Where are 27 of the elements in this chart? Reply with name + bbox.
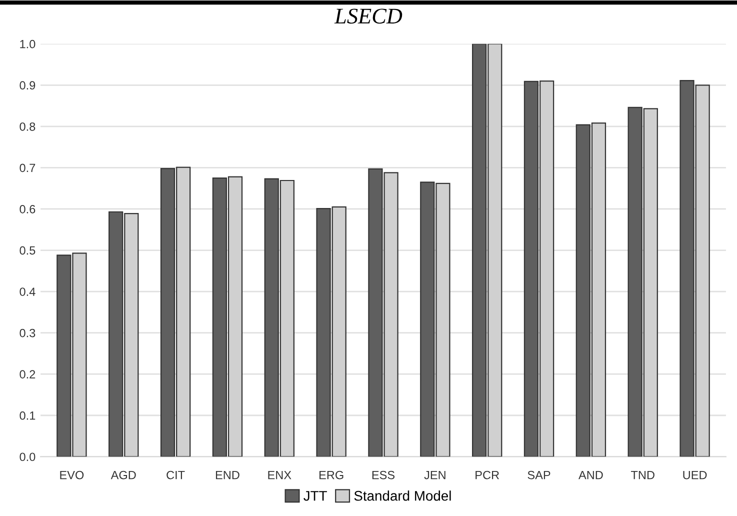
y-tick-label: 0.6 bbox=[20, 205, 36, 214]
x-tick-label: ERG bbox=[319, 470, 344, 480]
x-tick-label: CIT bbox=[166, 470, 185, 480]
x-tick-label: JEN bbox=[424, 470, 446, 480]
x-tick-label: UED bbox=[683, 470, 707, 480]
y-tick-label: 0.7 bbox=[20, 164, 36, 172]
y-tick-label: 0.9 bbox=[20, 81, 36, 90]
y-tick-label: 0.2 bbox=[20, 370, 36, 378]
x-tick-label: EVO bbox=[60, 470, 84, 480]
x-tick-label: ENX bbox=[268, 470, 292, 480]
x-tick-label: TND bbox=[631, 470, 654, 480]
x-tick-label: AGD bbox=[110, 470, 136, 480]
x-tick-label: ESS bbox=[372, 470, 395, 480]
y-tick-label: 0.0 bbox=[20, 452, 36, 462]
y-tick-label: 0.1 bbox=[20, 411, 36, 420]
x-tick-label: PCR bbox=[476, 470, 500, 480]
x-tick-label: SAP bbox=[528, 470, 550, 480]
legend-label: Standard Model bbox=[354, 490, 451, 501]
y-tick-label: 0.8 bbox=[20, 122, 36, 131]
chart-title: LSECD bbox=[334, 8, 402, 24]
legend-label: JTT bbox=[304, 491, 327, 501]
y-tick-label: 0.4 bbox=[20, 288, 36, 296]
y-tick-label: 0.5 bbox=[20, 246, 36, 255]
y-tick-label: 0.3 bbox=[20, 328, 36, 338]
x-tick-label: AND bbox=[578, 470, 603, 480]
x-tick-label: END bbox=[216, 470, 240, 480]
y-tick-label: 1.0 bbox=[20, 40, 36, 48]
